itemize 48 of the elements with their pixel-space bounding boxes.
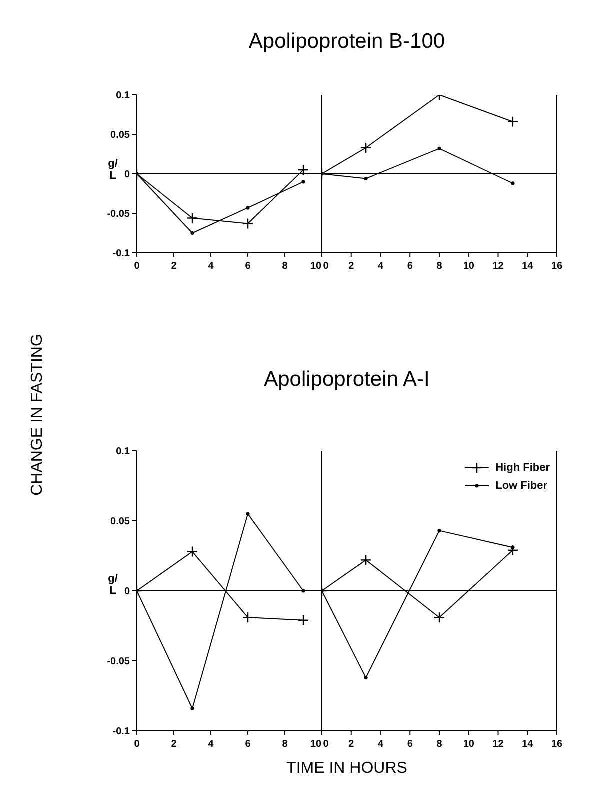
x-tick-label: 10 [310, 261, 322, 272]
x-tick-label: 0 [134, 261, 140, 272]
y-tick-label: 0.1 [116, 446, 130, 458]
x-tick-label: 14 [522, 739, 534, 750]
y-tick-label: -0.05 [107, 209, 130, 220]
chart-title: Apolipoprotein A-I [263, 368, 431, 392]
y-tick-label: -0.1 [112, 248, 130, 260]
x-tick-label: 2 [171, 739, 178, 750]
legend-label: High Fiber [496, 462, 550, 474]
x-tick-label: 8 [436, 739, 443, 750]
x-tick-label: 0 [134, 739, 140, 750]
x-tick-label: 14 [522, 261, 534, 272]
x-tick-label: 4 [208, 739, 214, 750]
x-tick-label: 16 [551, 261, 563, 272]
x-tick-label: 12 [492, 261, 504, 272]
x-tick-label: 6 [245, 739, 252, 750]
text: CHANGE IN FASTING [29, 333, 47, 498]
chart-title: Apolipoprotein B-100 [248, 30, 446, 54]
x-tick-label: 2 [348, 739, 355, 750]
x-tick-label: 8 [282, 739, 288, 750]
y-tick-label: -0.1 [112, 726, 130, 738]
y-axis-title: g/L [108, 158, 118, 182]
x-tick-label: 4 [378, 739, 384, 750]
x-tick-label: 2 [348, 261, 355, 272]
x-tick-label: 2 [171, 261, 178, 272]
x-tick-label: 8 [282, 261, 288, 272]
x-tick-label: 12 [492, 739, 504, 750]
x-tick-label: 6 [245, 261, 252, 272]
legend-label: Low Fiber [496, 480, 548, 492]
y-axis-title: g/L [108, 573, 118, 597]
x-tick-label: 16 [551, 739, 563, 750]
x-axis-title: TIME IN HOURS [286, 760, 408, 778]
x-tick-label: 0 [323, 739, 330, 750]
y-tick-label: -0.05 [107, 656, 130, 668]
y-tick-label: 0.1 [116, 90, 130, 102]
y-tick-label: 0.05 [110, 130, 130, 142]
x-tick-label: 8 [436, 261, 443, 272]
y-tick-label: 0.05 [110, 516, 130, 528]
y-tick-label: 0 [124, 170, 130, 181]
x-tick-label: 4 [208, 261, 214, 272]
x-tick-label: 6 [407, 261, 414, 272]
y-tick-label: 0 [124, 586, 130, 598]
x-tick-label: 10 [463, 261, 475, 272]
x-tick-label: 10 [463, 739, 475, 750]
x-tick-label: 0 [323, 261, 330, 272]
x-tick-label: 6 [407, 739, 414, 750]
x-tick-label: 10 [310, 739, 322, 750]
x-tick-label: 4 [378, 261, 384, 272]
